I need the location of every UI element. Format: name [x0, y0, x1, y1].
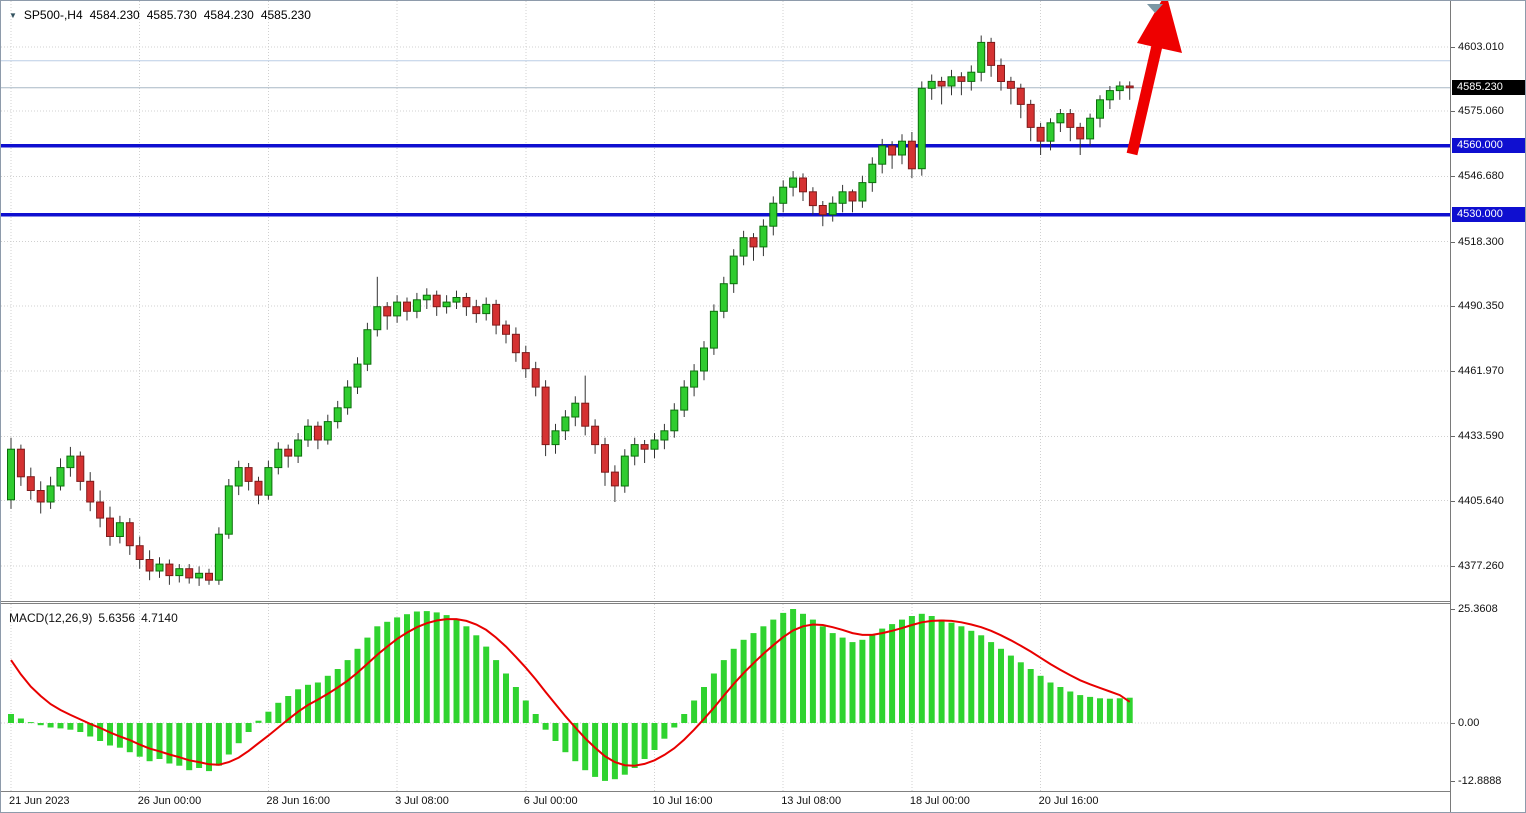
top-marker-icon[interactable]: [1147, 4, 1163, 13]
symbol-info: ▼ SP500-,H4 4584.230 4585.730 4584.230 4585.2…: [9, 8, 318, 22]
price-axis-label: 4433.590: [1458, 430, 1504, 443]
trend-arrow[interactable]: [1126, 1, 1182, 156]
price-axis-label: 4575.060: [1458, 105, 1504, 118]
panel-separator[interactable]: [1, 601, 1525, 604]
price-axis[interactable]: 4603.010 4575.060 4546.680 4518.300 4490.350…: [1450, 1, 1525, 812]
symbol-dropdown-icon[interactable]: ▼: [9, 11, 17, 20]
macd-indicator-label: MACD(12,26,9) 5.6356 4.7140: [9, 611, 184, 625]
macd-panel[interactable]: [1, 604, 1450, 791]
macd-histogram: [8, 609, 1133, 781]
price-axis-tick: [1451, 371, 1455, 373]
macd-axis-tick: [1451, 723, 1455, 724]
price-axis-tick: [1451, 176, 1455, 178]
price-axis-label: 4405.640: [1458, 494, 1504, 507]
level-price-box: 4530.000: [1452, 207, 1525, 223]
price-axis-tick: [1451, 305, 1455, 307]
ohlc-open: 4584.230: [89, 8, 140, 22]
macd-signal-value: 4.7140: [141, 611, 178, 625]
price-axis-label: 4518.300: [1458, 235, 1504, 248]
time-axis-label: 28 Jun 16:00: [266, 795, 331, 807]
time-axis-separator: [1, 791, 1525, 792]
candles-layer: [7, 35, 1134, 586]
symbol-title: SP500-,H4: [23, 8, 83, 22]
time-axis-label: 3 Jul 08:00: [395, 795, 449, 807]
ohlc-low: 4584.230: [203, 8, 254, 22]
ohlc-high: 4585.730: [146, 8, 197, 22]
price-axis-tick: [1451, 436, 1455, 438]
level-price-box: 4560.000: [1452, 138, 1525, 154]
ohlc-close: 4585.230: [260, 8, 311, 22]
time-axis-label: 21 Jun 2023: [9, 795, 70, 807]
time-axis[interactable]: 21 Jun 2023 26 Jun 00:00 28 Jun 16:00 3 Jul…: [1, 792, 1450, 812]
macd-axis-label: -12.8888: [1458, 774, 1502, 787]
time-axis-label: 18 Jul 00:00: [909, 795, 970, 807]
price-chart[interactable]: [1, 1, 1450, 602]
price-axis-tick: [1451, 241, 1455, 243]
price-axis-label: 4603.010: [1458, 40, 1504, 53]
price-axis-label: 4490.350: [1458, 299, 1504, 312]
macd-name: MACD(12,26,9): [9, 611, 93, 625]
price-axis-tick: [1451, 46, 1455, 48]
macd-signal-line: [10, 618, 1131, 767]
price-axis-label: 4377.260: [1458, 559, 1504, 572]
time-axis-label: 20 Jul 16:00: [1038, 795, 1099, 807]
price-axis-tick: [1451, 111, 1455, 113]
time-axis-label: 6 Jul 00:00: [523, 795, 578, 807]
time-axis-label: 13 Jul 08:00: [781, 795, 842, 807]
price-axis-tick: [1451, 500, 1455, 502]
macd-axis-tick: [1451, 609, 1455, 610]
price-axis-label: 4461.970: [1458, 365, 1504, 378]
price-axis-label: 4546.680: [1458, 170, 1504, 183]
macd-axis-label: 25.3608: [1458, 603, 1498, 615]
macd-value: 5.6356: [98, 611, 136, 625]
current-price-box: 4585.230: [1452, 80, 1525, 96]
time-axis-label: 10 Jul 16:00: [652, 795, 713, 807]
macd-axis-label: 0.00: [1458, 717, 1480, 729]
time-axis-label: 26 Jun 00:00: [137, 795, 202, 807]
price-axis-tick: [1451, 565, 1455, 567]
macd-axis-tick: [1451, 780, 1455, 782]
